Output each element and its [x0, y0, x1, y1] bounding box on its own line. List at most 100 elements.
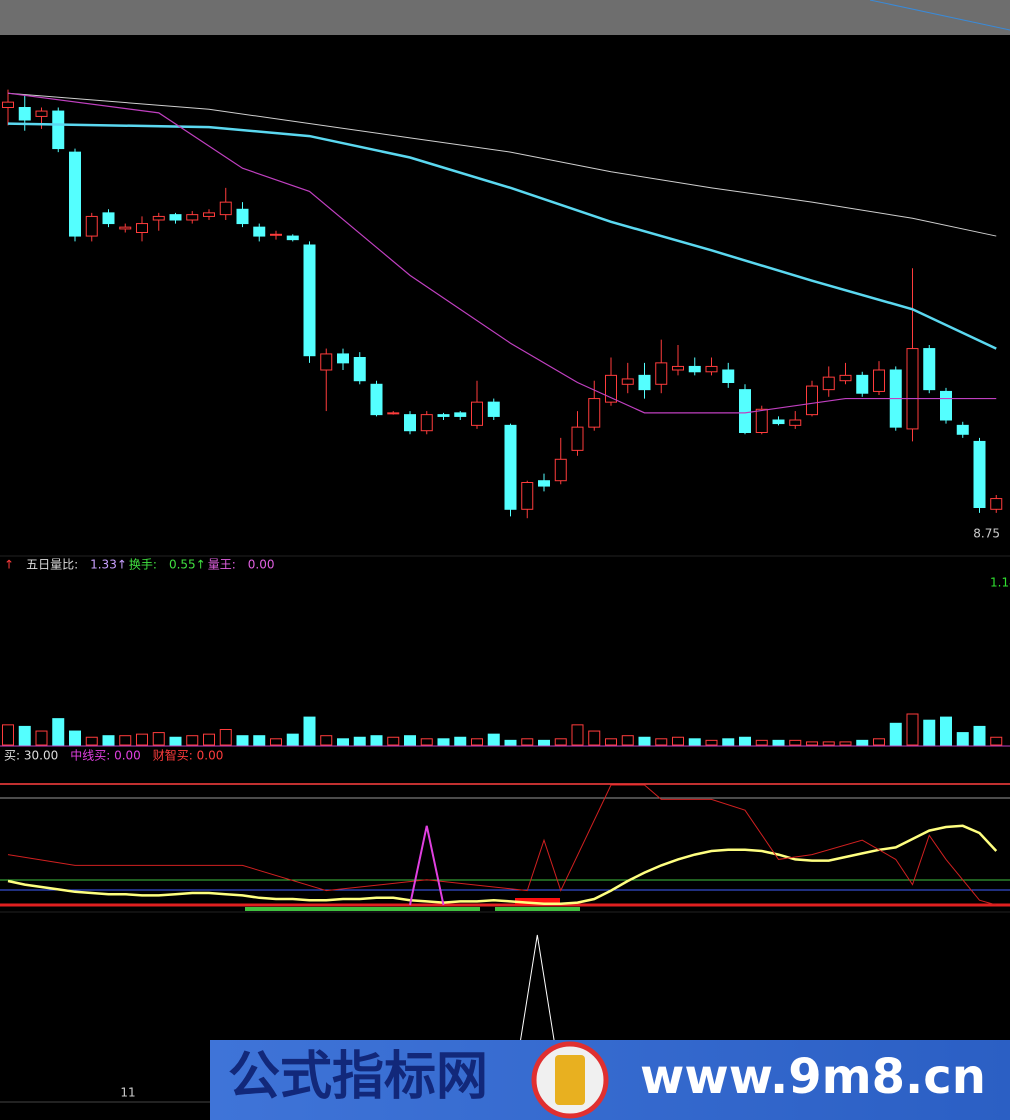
candle-body: [69, 151, 81, 237]
candle-body: [152, 215, 165, 221]
volume-bar: [571, 724, 584, 746]
candle-body: [873, 369, 885, 392]
volume-bar: [471, 738, 483, 746]
candle-body: [370, 383, 383, 416]
indicator-line: [7, 824, 998, 906]
volume-bar: [169, 736, 182, 746]
volume-bar: [353, 736, 366, 746]
candle-body: [638, 374, 651, 391]
volume-bar: [789, 739, 802, 746]
indicator-line: [7, 784, 997, 906]
volume-bar: [755, 739, 768, 746]
corner-value: 1.14: [990, 576, 1010, 590]
volume-bar: [822, 741, 835, 746]
volume-bar: [136, 733, 148, 746]
candle-body: [538, 480, 550, 487]
volume-bar: [521, 738, 534, 746]
volume-bar: [739, 736, 751, 746]
candle-body: [504, 424, 517, 510]
header-label: 财智买: 0.00: [153, 748, 224, 763]
volume-bar: [404, 735, 416, 746]
candle-body: [990, 498, 1003, 510]
volume-bar: [152, 732, 165, 746]
volume-bar: [554, 738, 567, 746]
drawing-line: [869, 0, 1010, 31]
indicator-line: [520, 934, 555, 1041]
volume-bar: [705, 739, 718, 746]
volume-bar: [940, 716, 952, 746]
candle-body: [353, 357, 366, 382]
candle-body: [487, 401, 500, 417]
candle-body: [705, 365, 718, 373]
volume-bar: [487, 733, 500, 746]
header-label: ↑: [4, 558, 14, 572]
candle-body: [169, 214, 182, 221]
candle-body: [822, 376, 835, 391]
candle-body: [337, 353, 349, 364]
candle-body: [420, 414, 433, 432]
candle-body: [35, 110, 48, 117]
volume-bar: [18, 725, 31, 746]
volume-bar: [889, 722, 902, 746]
indicator-line: [7, 122, 997, 350]
candle-body: [186, 214, 199, 221]
candle-body: [588, 398, 601, 428]
candle-body: [454, 412, 467, 417]
candle-body: [856, 374, 869, 394]
candle-body: [839, 374, 852, 382]
candle-body: [52, 110, 65, 150]
candle-body: [320, 353, 333, 371]
candle-body: [437, 414, 450, 417]
header-label: 买: 30.00: [4, 749, 58, 763]
volume-bar: [119, 735, 132, 746]
watermark: 公式指标网 www.9m8.cn: [210, 1040, 1010, 1120]
candle-body: [655, 362, 668, 385]
candle-body: [236, 208, 249, 225]
volume-bar: [638, 736, 651, 746]
candle-body: [102, 212, 115, 225]
indicator-line: [7, 92, 997, 414]
volume-bar: [990, 736, 1003, 746]
signal-block: [515, 898, 560, 905]
header-label: 换手:: [129, 558, 157, 572]
volume-bar: [856, 739, 869, 746]
candle-body: [253, 226, 266, 237]
volume-bar: [69, 730, 81, 746]
volume-bar: [219, 729, 232, 746]
candle-body: [521, 482, 534, 510]
candle-body: [672, 365, 684, 371]
plot-area: 8.75 1.14 ↑ 五日量比: 1.33↑换手: 0.55↑量王: 0.00 买: 30.…: [2, 89, 1010, 1100]
indicator-line: [409, 825, 445, 906]
volume-bar: [437, 738, 450, 746]
watermark-url: www.9m8.cn: [640, 1049, 986, 1105]
indicator-line: [7, 92, 997, 237]
candle-body: [404, 414, 416, 432]
volume-bar: [722, 738, 735, 746]
volume-bar: [956, 732, 969, 746]
volume-bar: [538, 739, 550, 746]
candle-body: [18, 107, 31, 121]
candle-body: [554, 458, 567, 482]
header-label: 五日量比:: [26, 558, 78, 572]
candle-body: [605, 374, 617, 403]
signal-bar: [245, 907, 480, 911]
time-label: 11: [120, 1086, 135, 1100]
volume-bar: [186, 735, 199, 746]
candle-body: [471, 401, 483, 426]
volume-bar: [588, 730, 601, 746]
volume-bar: [806, 741, 818, 746]
top-bar: [0, 0, 1010, 35]
volume-bar: [655, 738, 668, 746]
candle-body: [270, 233, 282, 236]
signal-bar: [495, 907, 580, 911]
volume-bar: [303, 716, 316, 746]
watermark-banner: [210, 1040, 1010, 1120]
candle-body: [286, 235, 299, 241]
volume-bar: [873, 738, 885, 746]
watermark-title: 公式指标网: [228, 1047, 488, 1107]
candle-body: [722, 369, 735, 383]
candle-body: [119, 226, 132, 230]
volume-bar: [203, 733, 215, 746]
candle-body: [203, 212, 215, 217]
